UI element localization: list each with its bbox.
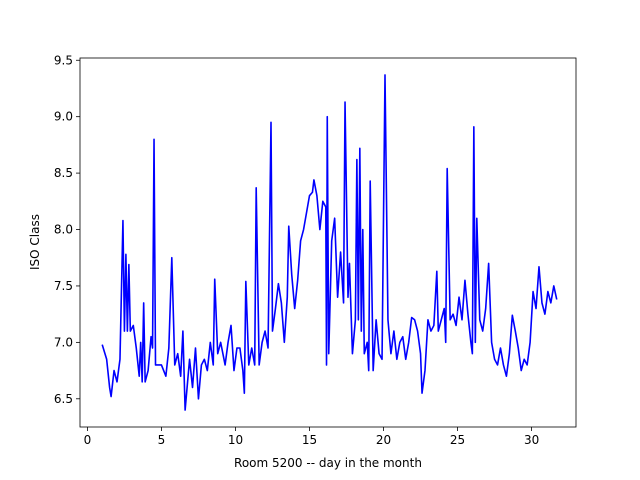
y-axis-label: ISO Class xyxy=(28,214,42,270)
x-tick-label: 20 xyxy=(376,433,391,447)
x-tick-label: 0 xyxy=(84,433,92,447)
x-tick-label: 15 xyxy=(302,433,317,447)
x-axis-label: Room 5200 -- day in the month xyxy=(234,456,422,470)
plot-frame xyxy=(79,57,577,428)
y-tick-label: 7.5 xyxy=(54,279,73,293)
x-tick-label: 5 xyxy=(158,433,166,447)
y-tick-label: 6.5 xyxy=(54,392,73,406)
y-tick-label: 9.0 xyxy=(54,110,73,124)
x-tick-label: 25 xyxy=(450,433,465,447)
y-tick-label: 8.5 xyxy=(54,166,73,180)
y-tick-label: 9.5 xyxy=(54,53,73,67)
data-line xyxy=(101,74,558,411)
y-tick-label: 8.0 xyxy=(54,223,73,237)
x-tick-label: 10 xyxy=(228,433,243,447)
x-tick-label: 30 xyxy=(524,433,539,447)
y-tick-label: 7.0 xyxy=(54,335,73,349)
